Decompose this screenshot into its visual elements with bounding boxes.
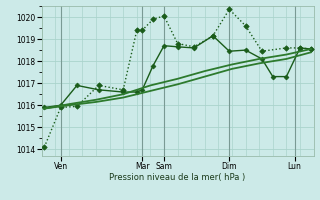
X-axis label: Pression niveau de la mer( hPa ): Pression niveau de la mer( hPa )	[109, 173, 246, 182]
